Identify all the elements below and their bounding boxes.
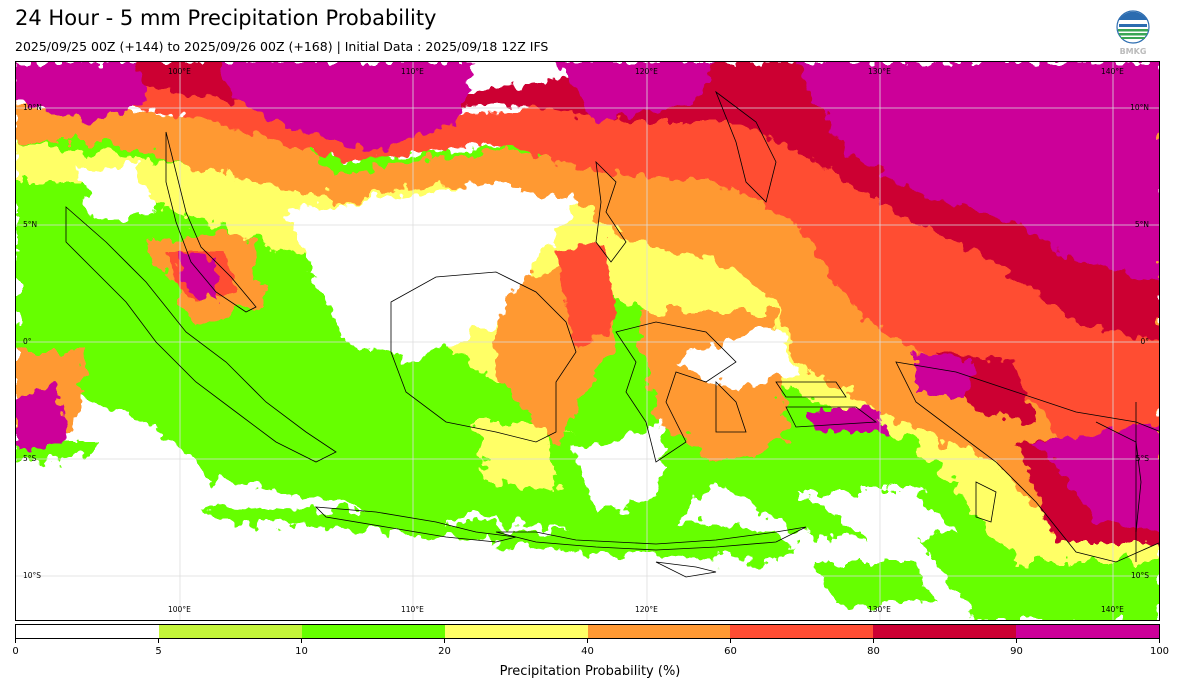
lon-label-top: 130°E <box>868 67 891 76</box>
lon-label-top: 100°E <box>168 67 191 76</box>
colorbar-segment <box>730 625 874 638</box>
lon-label-top: 110°E <box>401 67 424 76</box>
colorbar-segment <box>873 625 1017 638</box>
dry-areas <box>16 162 956 620</box>
lat-label-left: 10°N <box>23 103 42 112</box>
colorbar-segment <box>301 625 445 638</box>
colorbar-tick-label: 100 <box>1149 646 1170 657</box>
colorbar-tick-mark <box>587 639 588 643</box>
colorbar-tick-label: 90 <box>1010 646 1023 657</box>
map-gridlines <box>16 62 1159 620</box>
colorbar-label-row: Precipitation Probability (%) <box>0 664 1180 679</box>
bmkg-logo: BMKG <box>1116 10 1150 56</box>
colorbar-tick-label: 5 <box>155 646 162 657</box>
colorbar-tick-label: 80 <box>867 646 880 657</box>
colorbar-label: Precipitation Probability (%) <box>499 664 681 679</box>
lat-label-right: 5°S <box>1135 454 1149 463</box>
colorbar-tick-mark <box>873 639 874 643</box>
colorbar <box>15 624 1160 639</box>
lon-label-bottom: 110°E <box>401 605 424 614</box>
lon-label-bottom: 100°E <box>168 605 191 614</box>
lon-label-top: 140°E <box>1101 67 1124 76</box>
lon-label-bottom: 140°E <box>1101 605 1124 614</box>
colorbar-tick-label: 60 <box>724 646 737 657</box>
colorbar-tick-label: 20 <box>438 646 451 657</box>
colorbar-segment <box>1016 625 1159 638</box>
lat-label-right: 10°S <box>1130 571 1149 580</box>
lat-label-left: 0° <box>23 337 32 346</box>
lat-label-left: 5°S <box>23 454 37 463</box>
colorbar-tick-mark <box>15 639 16 643</box>
colorbar-segment <box>587 625 731 638</box>
map-subtitle: 2025/09/25 00Z (+144) to 2025/09/26 00Z … <box>15 39 549 54</box>
lat-label-left: 10°S <box>23 571 42 580</box>
logo-text: BMKG <box>1120 47 1147 56</box>
colorbar-tick-mark <box>1016 639 1017 643</box>
lon-label-top: 120°E <box>635 67 658 76</box>
colorbar-tick-mark <box>301 639 302 643</box>
colorbar-tick-mark <box>1159 639 1160 643</box>
precipitation-map[interactable]: 100°E 110°E 120°E 130°E 140°E 100°E 110°… <box>15 61 1160 621</box>
lon-label-bottom: 130°E <box>868 605 891 614</box>
lat-label-right: 10°N <box>1130 103 1149 112</box>
colorbar-segment <box>444 625 588 638</box>
colorbar-tick-mark <box>730 639 731 643</box>
map-canvas <box>16 62 1159 620</box>
lat-label-left: 5°N <box>23 220 38 229</box>
coastlines <box>65 90 1159 578</box>
lon-label-bottom: 120°E <box>635 605 658 614</box>
colorbar-tick-label: 0 <box>12 646 19 657</box>
lat-label-right: 0° <box>1140 337 1149 346</box>
lat-label-right: 5°N <box>1134 220 1149 229</box>
colorbar-tick-mark <box>158 639 159 643</box>
colorbar-tick-mark <box>444 639 445 643</box>
colorbar-segment <box>16 625 159 638</box>
colorbar-tick-label: 10 <box>295 646 308 657</box>
colorbar-tick-label: 40 <box>581 646 594 657</box>
precip-magenta-field <box>16 62 1159 532</box>
colorbar-segment <box>158 625 302 638</box>
map-title: 24 Hour - 5 mm Precipitation Probability <box>15 6 437 30</box>
